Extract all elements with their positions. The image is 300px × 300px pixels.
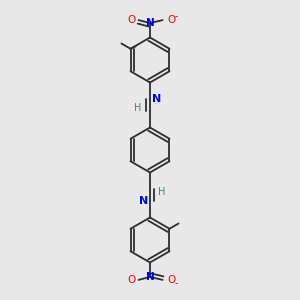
Text: O: O [167, 275, 175, 285]
Text: O: O [128, 275, 136, 285]
Text: O: O [128, 15, 136, 25]
Text: -: - [175, 11, 178, 22]
Text: N: N [146, 272, 154, 282]
Text: N: N [146, 18, 154, 28]
Text: -: - [175, 278, 178, 289]
Text: O: O [167, 15, 175, 25]
Text: H: H [134, 103, 142, 113]
Text: N: N [152, 94, 161, 104]
Text: N: N [139, 196, 148, 206]
Text: H: H [158, 187, 166, 197]
